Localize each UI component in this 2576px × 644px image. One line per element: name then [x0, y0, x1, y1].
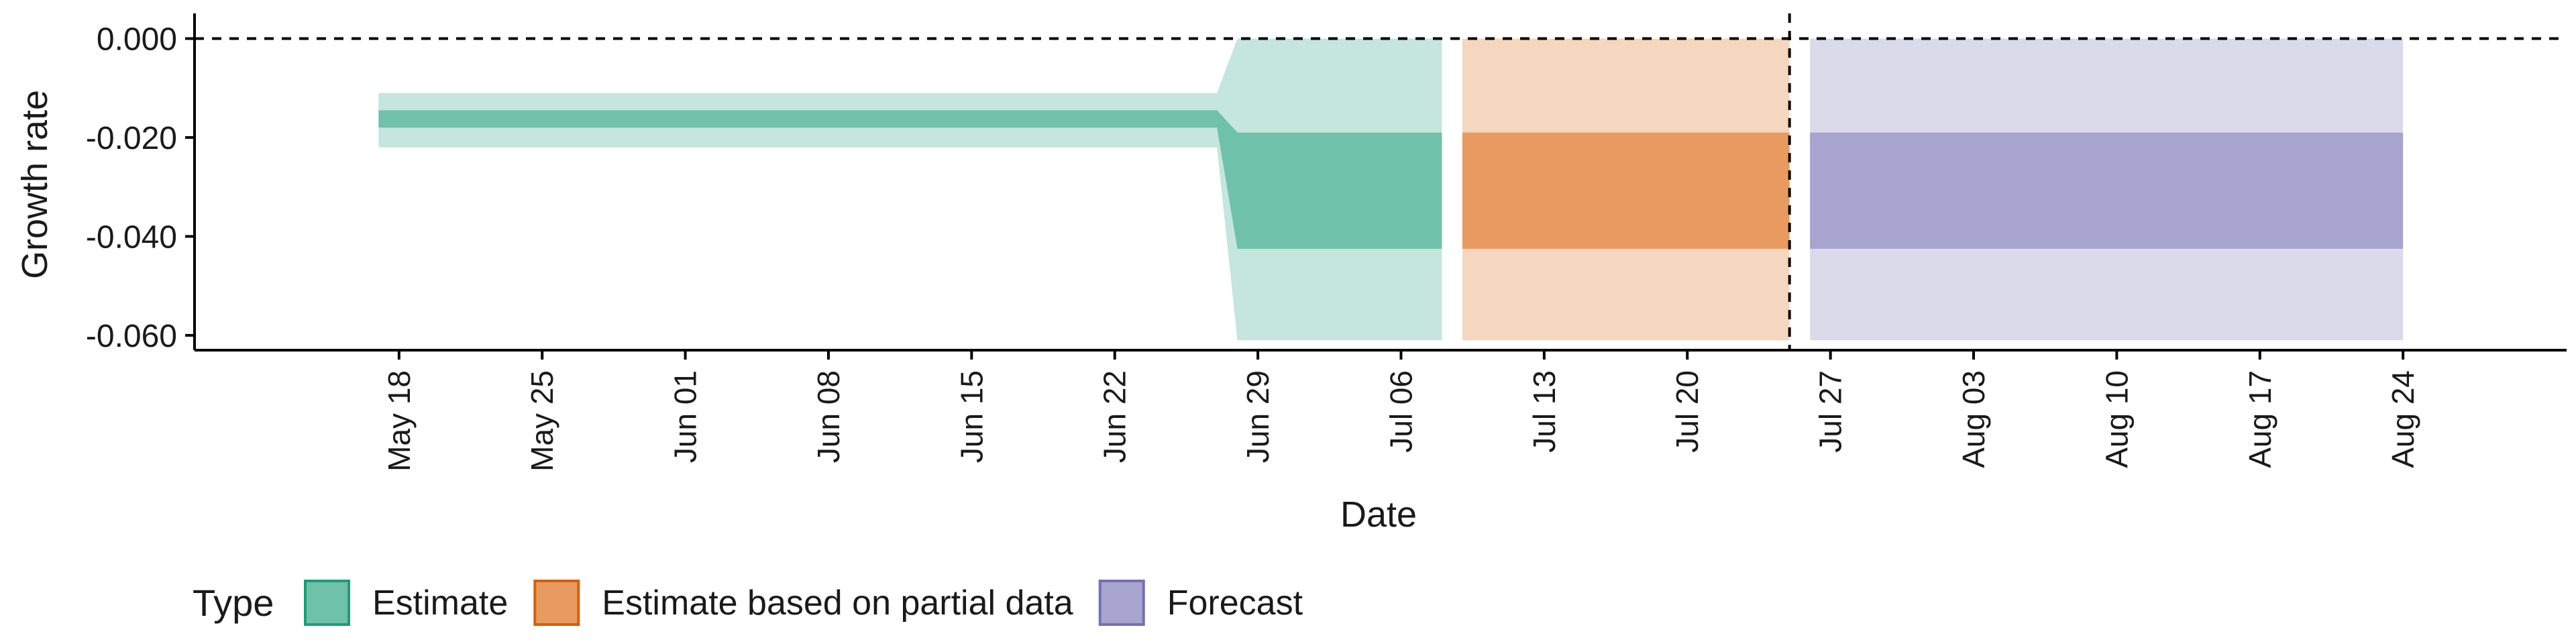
legend-swatch-2 [1098, 580, 1145, 626]
x-tick-label-2: Jun 01 [668, 370, 703, 463]
y-tick-label-2: -0.040 [86, 219, 177, 255]
x-tick-label-11: Aug 03 [1956, 370, 1991, 468]
axes: 0.000 -0.020 -0.040 -0.060 May 18 May 25 Jun 0… [86, 13, 2567, 472]
x-tick-label-4: Jun 15 [954, 370, 989, 463]
x-tick-label-10: Jul 27 [1813, 370, 1848, 453]
x-tick-label-5: Jun 22 [1097, 370, 1132, 463]
x-axis-label: Date [1340, 494, 1417, 535]
band-50-series-2 [1810, 132, 2404, 249]
y-tick-label-3: -0.060 [86, 319, 177, 354]
y-tick-label-1: -0.020 [86, 121, 177, 156]
legend-swatch-1 [533, 580, 580, 626]
x-tick-label-13: Aug 17 [2243, 370, 2277, 468]
x-tick-label-7: Jul 06 [1383, 370, 1418, 453]
x-tick-label-3: Jun 08 [811, 370, 846, 463]
x-tick-label-14: Aug 24 [2385, 370, 2420, 468]
x-tick-label-12: Aug 10 [2099, 370, 2134, 468]
legend: Type Estimate Estimate based on partial d… [193, 580, 1303, 626]
x-tick-label-8: Jul 13 [1527, 370, 1562, 453]
legend-label-1: Estimate based on partial data [602, 584, 1073, 623]
x-tick-label-1: May 25 [525, 370, 559, 472]
legend-label-0: Estimate [372, 584, 508, 623]
x-tick-label-9: Jul 20 [1670, 370, 1705, 453]
reference-lines [195, 13, 2567, 350]
x-tick-label-6: Jun 29 [1240, 370, 1275, 463]
x-tick-label-0: May 18 [382, 370, 417, 472]
legend-title: Type [193, 582, 274, 624]
legend-label-2: Forecast [1167, 584, 1303, 623]
band-50-series-0 [378, 110, 1442, 249]
legend-swatch-0 [304, 580, 350, 626]
y-axis-label: Growth rate [15, 90, 55, 279]
y-tick-label-0: 0.000 [97, 21, 177, 57]
band-50-series-1 [1462, 132, 1790, 249]
band-layer [378, 38, 2404, 341]
